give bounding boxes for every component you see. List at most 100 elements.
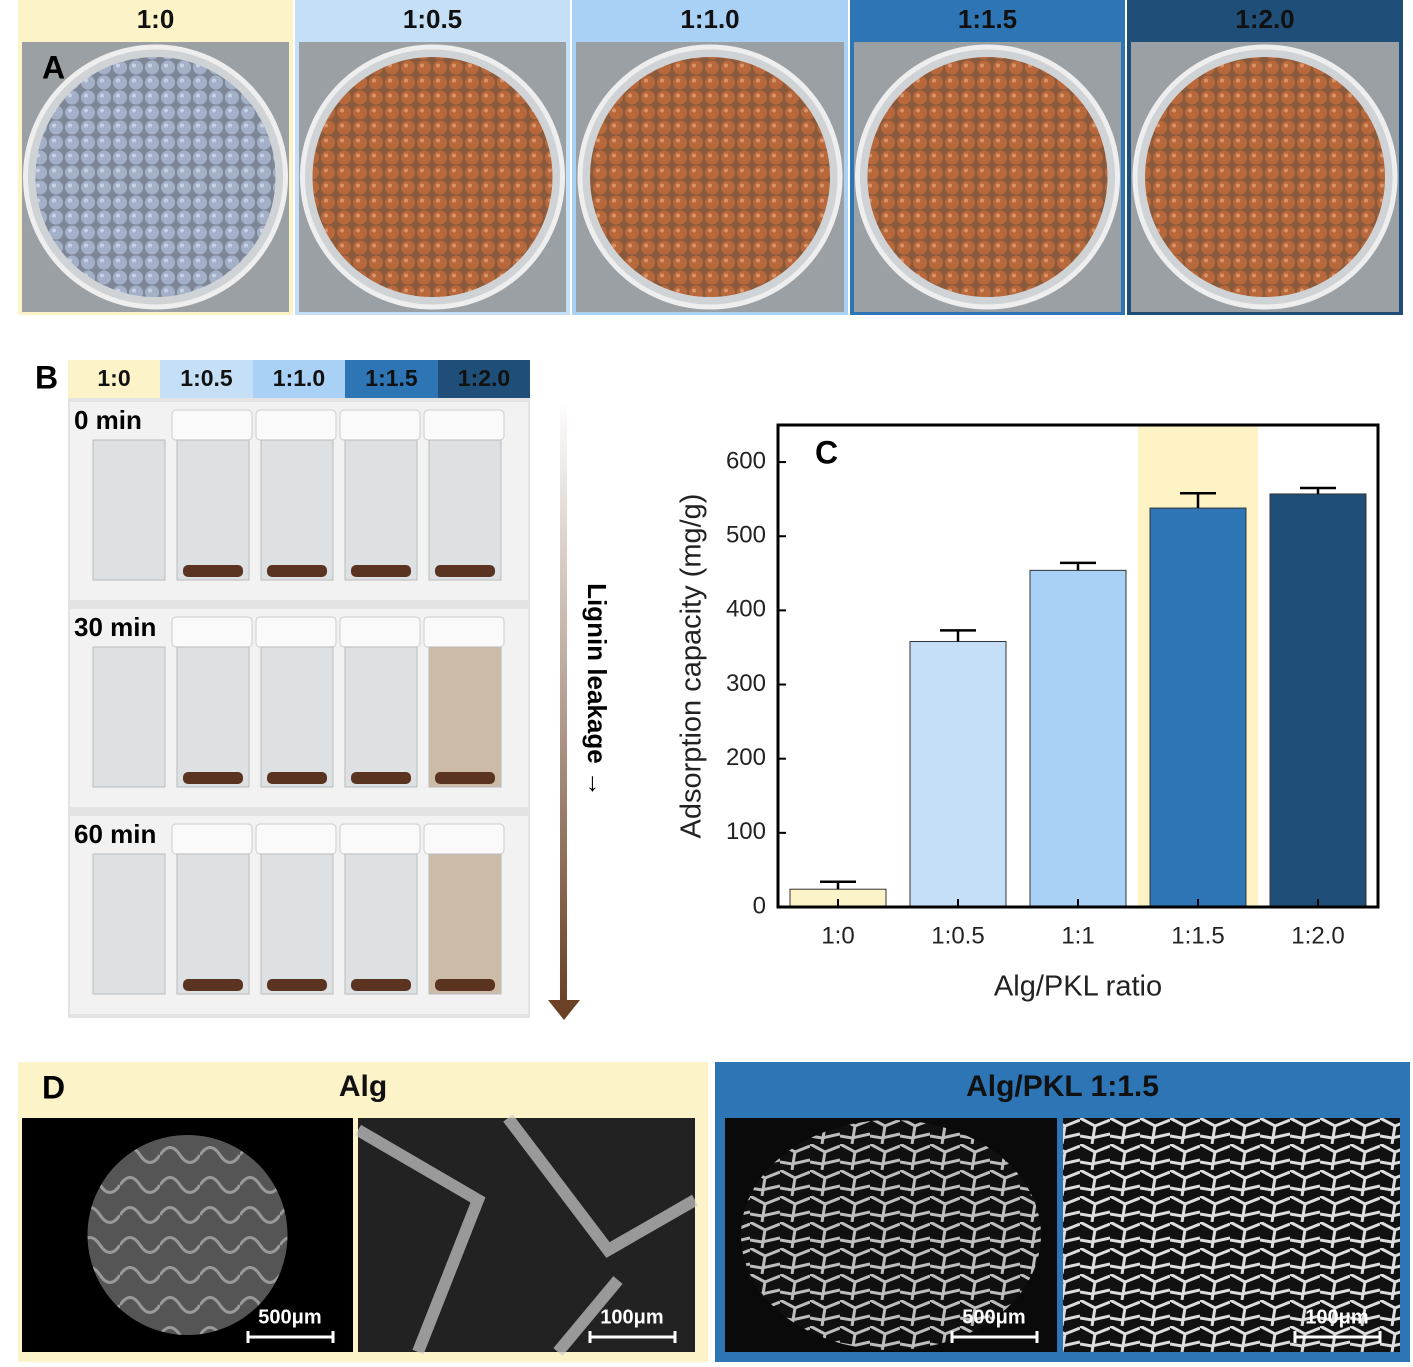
vial-beads <box>267 979 327 991</box>
vial <box>344 853 418 995</box>
y-tick-label: 0 <box>753 892 766 919</box>
header-cell <box>438 360 530 398</box>
header-label: 1:0.5 <box>180 365 233 391</box>
group-title: Alg <box>339 1070 387 1103</box>
y-tick-label: 600 <box>726 447 766 474</box>
sem-bead <box>87 1135 288 1335</box>
time-label: 60 min <box>74 819 156 849</box>
vial <box>428 439 502 581</box>
vial <box>260 646 334 788</box>
bar <box>1029 569 1127 908</box>
header-cell <box>345 360 438 398</box>
scale-bar <box>588 1331 677 1343</box>
vial-beads <box>351 772 411 784</box>
y-axis-title: Adsorption capacity (mg/g) <box>676 494 708 839</box>
vial <box>176 439 250 581</box>
header-label: 1:0 <box>97 365 130 391</box>
vial <box>176 853 250 995</box>
plot-frame <box>776 423 1380 909</box>
scale-label: 100μm <box>1305 1306 1368 1328</box>
time-label: 0 min <box>74 405 142 435</box>
vial-beads <box>183 565 243 577</box>
y-tick-label: 200 <box>726 744 766 771</box>
time-label: 30 min <box>74 612 156 642</box>
vial-beads <box>435 979 495 991</box>
sem-bead <box>741 1120 1041 1350</box>
scale-label: 100μm <box>600 1306 663 1328</box>
header-cell <box>253 360 345 398</box>
leakage-arrow <box>560 400 567 1000</box>
vial <box>260 853 334 995</box>
panel-label: B <box>35 359 58 395</box>
vial-cap <box>255 823 337 855</box>
vial-beads <box>351 565 411 577</box>
error-bar <box>820 880 856 890</box>
scale-bar <box>1293 1331 1382 1343</box>
vial <box>92 853 166 995</box>
vial <box>344 439 418 581</box>
header-cell <box>68 360 160 398</box>
x-tick-label: 1:0.5 <box>931 922 984 949</box>
y-tick-label: 300 <box>726 670 766 697</box>
vial-beads <box>435 772 495 784</box>
sem-image <box>1063 1118 1400 1352</box>
y-tick-label: 100 <box>726 818 766 845</box>
sem-texture <box>354 1114 698 1356</box>
vial-cap <box>339 823 421 855</box>
vial-cap <box>171 823 253 855</box>
vial-beads <box>351 979 411 991</box>
vial <box>260 439 334 581</box>
arrow-label: Lignin leakage → <box>582 583 612 797</box>
header-label: 1:0.5 <box>403 4 462 34</box>
vial-beads <box>183 772 243 784</box>
bar <box>909 641 1007 908</box>
beads <box>1145 57 1385 297</box>
vial-cap <box>423 409 505 441</box>
beads <box>867 57 1108 297</box>
bar <box>1269 493 1367 908</box>
error-bar <box>1180 491 1216 509</box>
vial-cap <box>423 823 505 855</box>
y-tick-label: 400 <box>726 596 766 623</box>
header-label: 1:1.5 <box>958 4 1017 34</box>
vial-beads <box>267 772 327 784</box>
vial-beads <box>435 565 495 577</box>
vial <box>92 646 166 788</box>
scale-bar <box>950 1331 1039 1343</box>
vial-beads <box>267 565 327 577</box>
scale-label: 500μm <box>962 1306 1025 1328</box>
beads <box>35 57 276 297</box>
vial-cap <box>339 616 421 648</box>
x-tick-label: 1:1 <box>1061 922 1094 949</box>
header-label: 1:2.0 <box>458 365 510 391</box>
vial <box>428 646 502 788</box>
header-label: 1:2.0 <box>1235 4 1294 34</box>
header-label: 1:0 <box>137 4 175 34</box>
vial-cap <box>423 616 505 648</box>
panel-label: D <box>42 1069 65 1105</box>
scale-label: 500μm <box>258 1306 321 1328</box>
error-bar <box>1060 561 1096 571</box>
vial <box>92 439 166 581</box>
vial <box>176 646 250 788</box>
header-label: 1:1.5 <box>365 365 418 391</box>
error-bar <box>940 629 976 642</box>
panel-label: A <box>42 49 65 85</box>
beads <box>590 57 830 297</box>
vial-cap <box>255 616 337 648</box>
vial-cap <box>255 409 337 441</box>
x-tick-label: 1:0 <box>821 922 854 949</box>
leakage-arrowhead <box>548 1000 580 1020</box>
y-tick-label: 500 <box>726 522 766 549</box>
panel-label: C <box>815 434 838 470</box>
x-tick-label: 1:2.0 <box>1291 922 1344 949</box>
scale-bar <box>246 1331 335 1343</box>
vial-cap <box>171 409 253 441</box>
bar <box>1149 507 1247 908</box>
vial <box>428 853 502 995</box>
header-label: 1:1.0 <box>680 4 739 34</box>
header-cell <box>160 360 253 398</box>
vial-beads <box>183 979 243 991</box>
group-title: Alg/PKL 1:1.5 <box>966 1070 1159 1103</box>
